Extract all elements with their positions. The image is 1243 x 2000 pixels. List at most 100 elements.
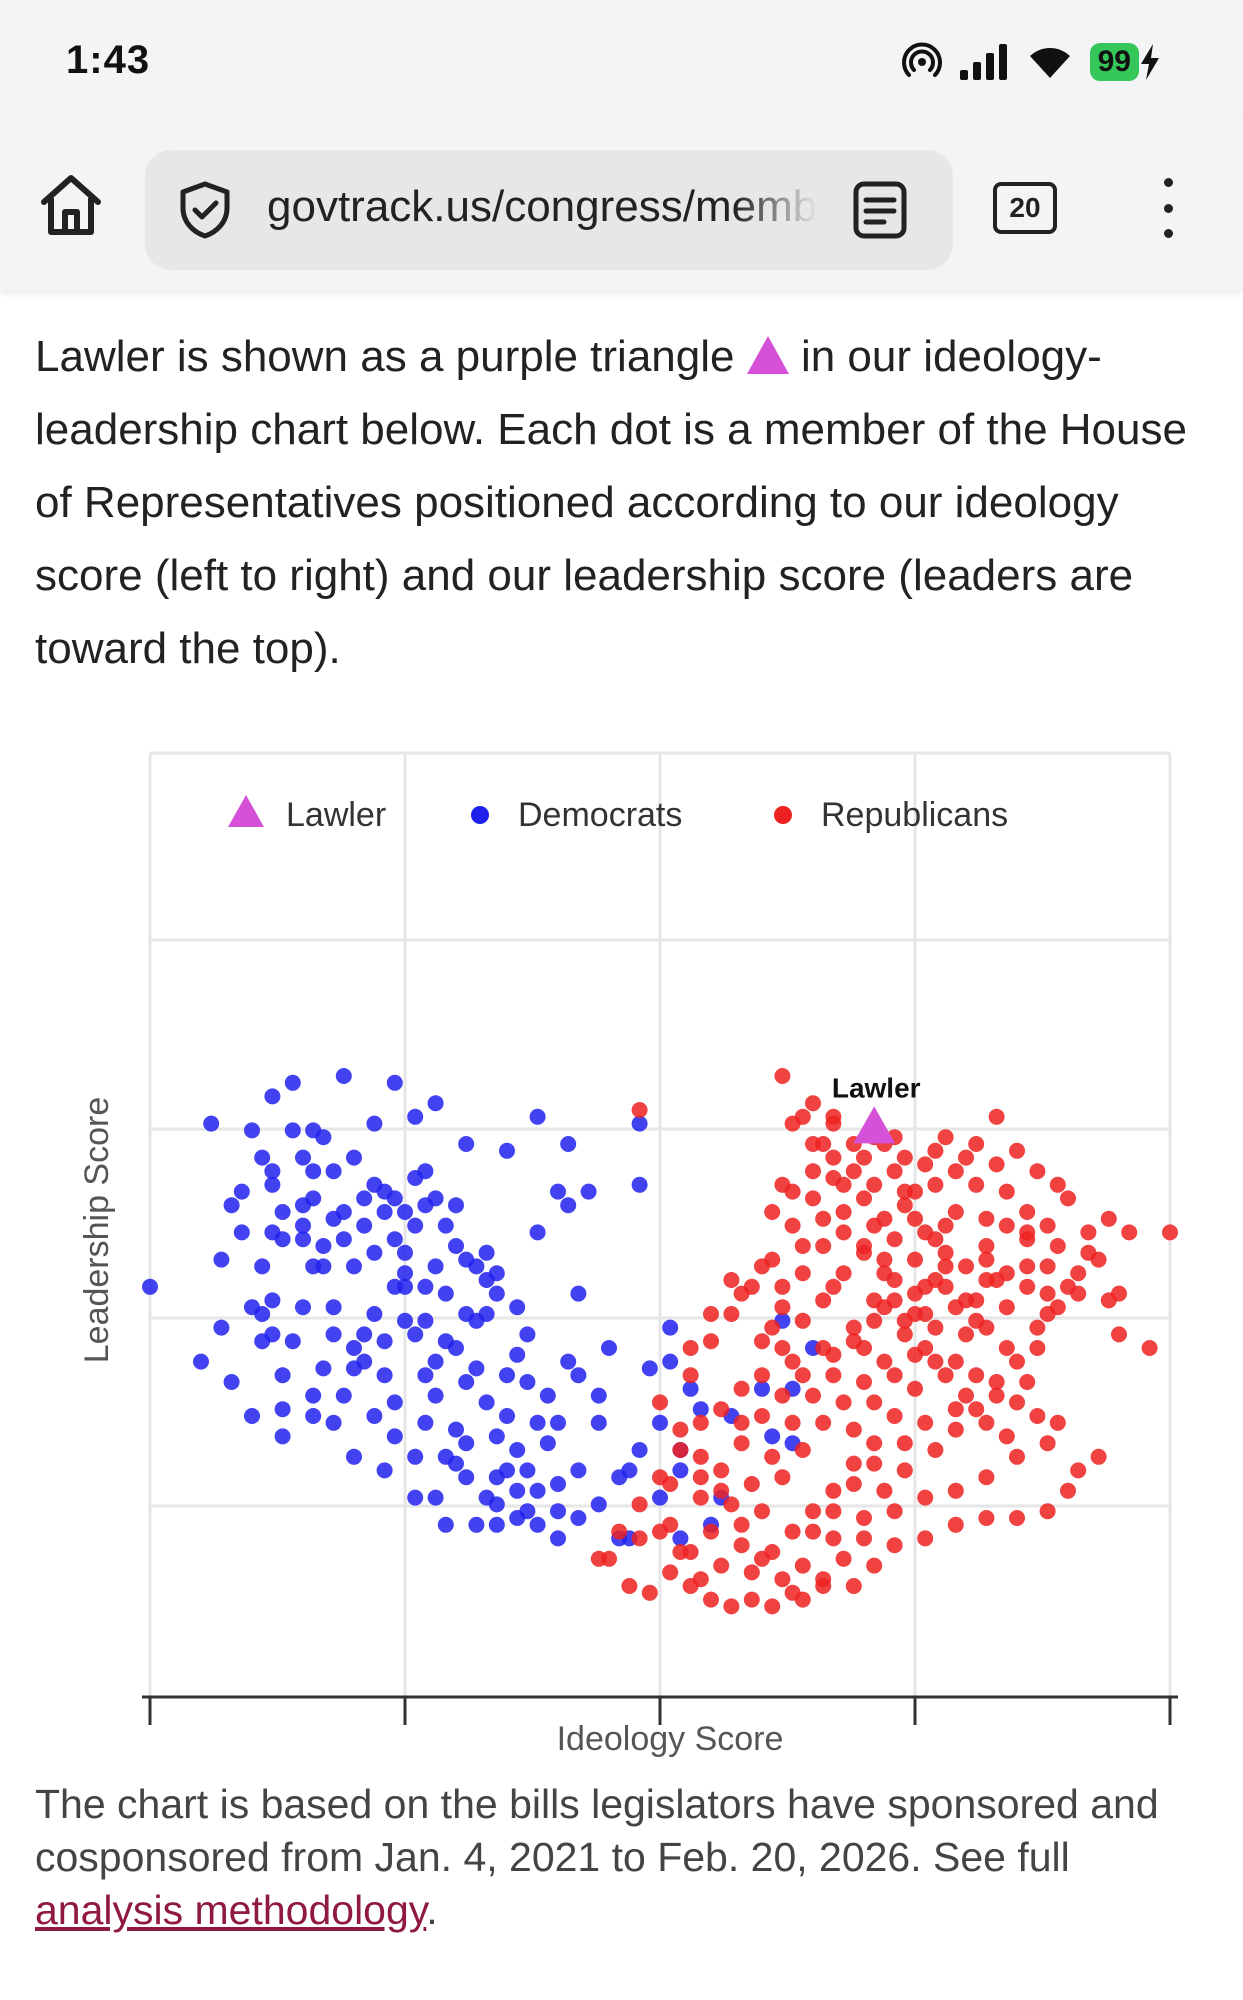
republican-point bbox=[958, 1387, 974, 1404]
url-text[interactable]: govtrack.us/congress/members bbox=[267, 182, 817, 231]
republican-point bbox=[723, 1598, 740, 1615]
republican-point bbox=[825, 1149, 842, 1166]
republican-point bbox=[866, 1312, 883, 1329]
republican-point bbox=[815, 1578, 832, 1594]
democrat-point bbox=[468, 1360, 485, 1377]
home-icon[interactable] bbox=[38, 172, 104, 238]
tab-switcher-button[interactable]: 20 bbox=[993, 182, 1057, 234]
republican-point bbox=[754, 1550, 770, 1567]
republican-point bbox=[1111, 1285, 1127, 1302]
democrat-point bbox=[315, 1129, 332, 1146]
republican-point bbox=[825, 1278, 842, 1295]
democrat-point bbox=[356, 1190, 373, 1207]
republican-point bbox=[733, 1435, 750, 1452]
democrat-point bbox=[284, 1122, 301, 1139]
democrat-point bbox=[295, 1217, 311, 1234]
republican-point bbox=[998, 1299, 1015, 1316]
democrat-point bbox=[631, 1176, 648, 1193]
republican-point bbox=[774, 1068, 791, 1084]
republican-point bbox=[876, 1251, 893, 1268]
republican-point bbox=[1019, 1224, 1036, 1241]
republican-point bbox=[703, 1591, 719, 1608]
republican-point bbox=[641, 1584, 658, 1601]
republican-point bbox=[743, 1591, 760, 1608]
democrat-point bbox=[417, 1312, 434, 1329]
republican-point bbox=[692, 1448, 709, 1465]
republican-point bbox=[886, 1272, 903, 1288]
analysis-methodology-link[interactable]: analysis methodology bbox=[35, 1887, 427, 1933]
reader-mode-icon[interactable] bbox=[851, 180, 909, 240]
republican-point bbox=[845, 1476, 862, 1492]
republican-point bbox=[1060, 1482, 1076, 1499]
more-menu-icon[interactable] bbox=[1154, 178, 1182, 238]
democrat-point bbox=[437, 1217, 454, 1234]
republican-point bbox=[1039, 1217, 1056, 1234]
democrat-point bbox=[315, 1360, 332, 1377]
republican-point bbox=[896, 1197, 913, 1214]
republican-point bbox=[703, 1333, 719, 1350]
democrat-point bbox=[356, 1353, 373, 1370]
republican-point bbox=[988, 1387, 1005, 1404]
republican-point bbox=[947, 1353, 964, 1370]
shield-icon[interactable] bbox=[175, 180, 235, 240]
republican-point bbox=[682, 1544, 699, 1560]
republican-point bbox=[968, 1367, 985, 1384]
republican-point bbox=[825, 1108, 842, 1125]
democrat-point bbox=[366, 1115, 383, 1132]
republican-point bbox=[907, 1210, 923, 1227]
democrat-point bbox=[254, 1306, 271, 1322]
democrat-point bbox=[682, 1380, 699, 1397]
x-axis-label: Ideology Score bbox=[557, 1720, 784, 1758]
republican-point bbox=[1039, 1435, 1056, 1452]
republican-point bbox=[1070, 1265, 1087, 1282]
republican-point bbox=[621, 1578, 638, 1594]
democrat-point bbox=[437, 1285, 454, 1302]
democrat-point bbox=[407, 1170, 424, 1186]
republican-point bbox=[978, 1210, 995, 1227]
democrat-point bbox=[631, 1115, 648, 1132]
republican-point bbox=[1019, 1258, 1036, 1275]
democrat-point bbox=[488, 1516, 505, 1533]
republican-point bbox=[672, 1421, 689, 1438]
democrat-point bbox=[233, 1224, 250, 1241]
republican-point bbox=[774, 1387, 791, 1404]
republican-point bbox=[886, 1292, 903, 1309]
democrat-point bbox=[580, 1183, 597, 1200]
republican-point bbox=[764, 1204, 781, 1220]
legend-lawler-marker bbox=[228, 795, 264, 827]
democrat-point bbox=[672, 1530, 689, 1547]
democrat-point bbox=[295, 1231, 311, 1248]
address-bar[interactable]: govtrack.us/congress/members bbox=[145, 150, 953, 270]
republican-point bbox=[978, 1414, 995, 1431]
democrat-point bbox=[407, 1108, 424, 1125]
republican-point bbox=[886, 1163, 903, 1180]
democrat-point bbox=[325, 1210, 342, 1227]
republican-point bbox=[927, 1142, 944, 1159]
republican-point bbox=[917, 1306, 934, 1322]
republican-point bbox=[856, 1238, 872, 1254]
charging-icon bbox=[1141, 44, 1159, 80]
democrat-point bbox=[448, 1455, 464, 1472]
democrat-point bbox=[254, 1149, 271, 1166]
republican-point bbox=[1121, 1224, 1138, 1241]
democrat-point bbox=[529, 1482, 546, 1499]
republican-point bbox=[896, 1312, 913, 1329]
republican-point bbox=[805, 1095, 821, 1112]
democrat-point bbox=[560, 1197, 577, 1214]
republican-point bbox=[774, 1571, 791, 1588]
republican-point bbox=[815, 1292, 832, 1309]
democrat-point bbox=[509, 1346, 526, 1363]
republican-point bbox=[652, 1469, 668, 1486]
republican-point bbox=[937, 1258, 954, 1275]
republican-point bbox=[825, 1367, 842, 1384]
purple-triangle-icon bbox=[746, 336, 789, 374]
republican-point bbox=[794, 1557, 811, 1574]
democrat-point bbox=[274, 1428, 291, 1445]
democrat-point bbox=[346, 1448, 362, 1465]
republican-point bbox=[805, 1387, 821, 1404]
democrat-point bbox=[346, 1258, 362, 1275]
democrat-point bbox=[295, 1149, 311, 1166]
republican-point bbox=[1009, 1394, 1025, 1411]
republican-point bbox=[815, 1414, 832, 1431]
republican-point bbox=[713, 1462, 730, 1479]
